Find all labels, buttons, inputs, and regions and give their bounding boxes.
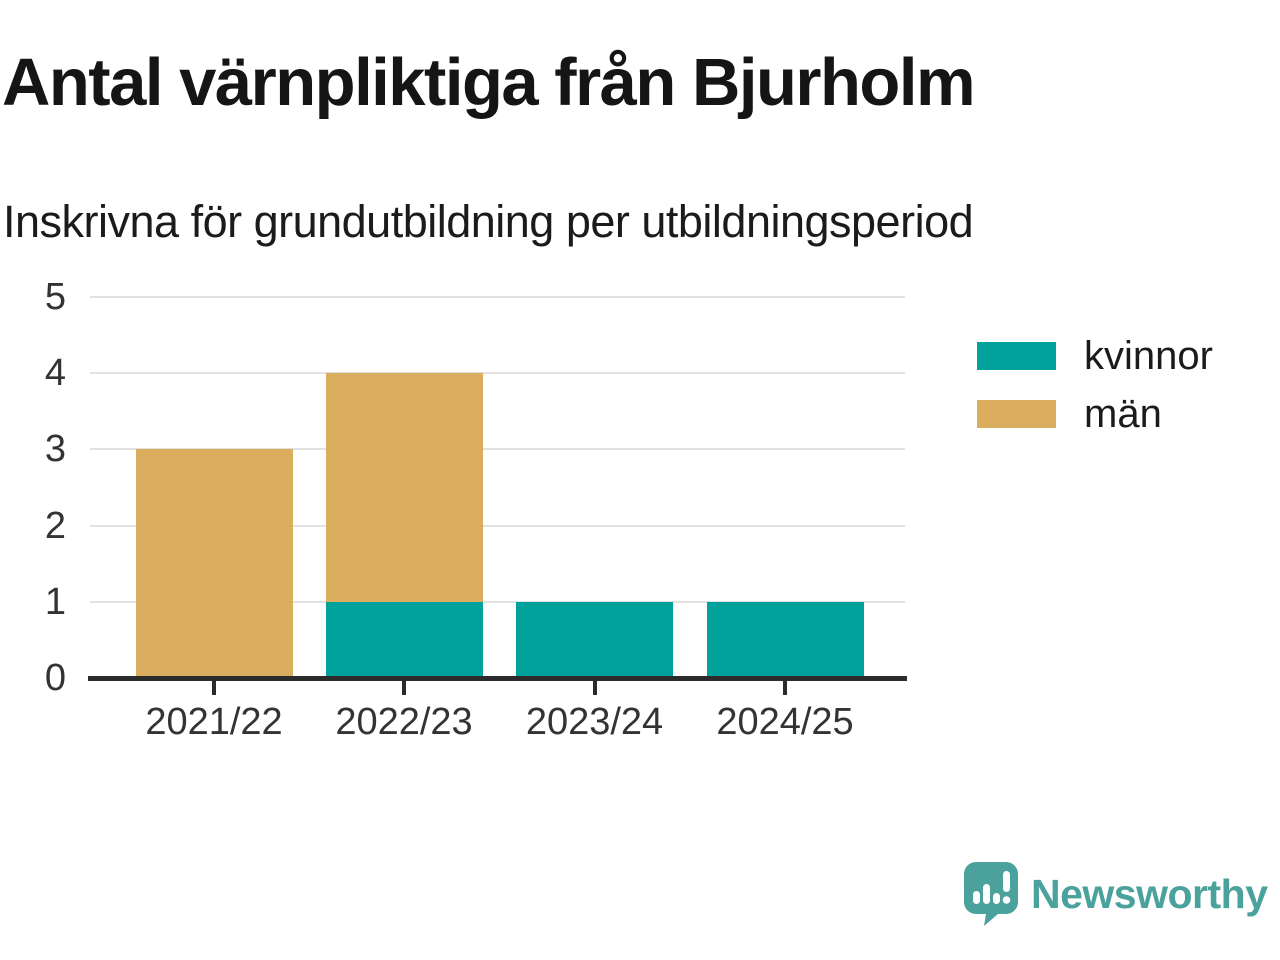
chart-subtitle: Inskrivna för grundutbildning per utbild… — [3, 196, 974, 247]
x-axis-tick-label: 2021/22 — [145, 701, 283, 743]
legend-item-kvinnor: kvinnor — [977, 334, 1213, 378]
x-axis-tick-label: 2023/24 — [525, 701, 664, 743]
legend-swatch-kvinnor — [977, 342, 1056, 370]
gridline — [90, 372, 905, 375]
x-axis-tick-label: 2022/23 — [335, 701, 473, 743]
gridline — [90, 524, 905, 527]
brand-footer: Newsworthy — [964, 862, 1268, 926]
y-axis-tick-label: 3 — [44, 428, 66, 471]
x-axis-line — [88, 676, 907, 681]
bar-segment-män-2021/22 — [135, 449, 293, 678]
bar-segment-män-2022/23 — [325, 373, 483, 602]
y-axis-tick-label: 2 — [44, 504, 66, 547]
y-axis-tick-label: 0 — [44, 657, 66, 699]
bar-segment-kvinnor-2024/25 — [706, 601, 864, 678]
x-axis-tick-label: 2024/25 — [716, 701, 854, 743]
gridline — [90, 296, 905, 298]
legend-label: män — [1084, 392, 1162, 436]
legend-swatch-män — [977, 400, 1056, 428]
bar-segment-kvinnor-2023/24 — [516, 601, 673, 678]
y-axis-tick-label: 1 — [44, 580, 66, 623]
newsworthy-logo-icon — [964, 862, 1018, 926]
newsworthy-logo-text: Newsworthy — [1031, 870, 1268, 917]
x-axis-tick — [212, 681, 216, 695]
y-axis-tick-label: 4 — [44, 352, 66, 395]
x-axis-tick — [783, 681, 787, 695]
bar-segment-kvinnor-2022/23 — [325, 601, 483, 678]
gridline — [90, 448, 905, 451]
gridline — [90, 600, 905, 603]
legend: kvinnor män — [977, 334, 1213, 436]
y-axis-tick-label: 5 — [44, 276, 66, 318]
legend-item-män: män — [977, 392, 1213, 436]
x-axis-tick — [402, 681, 406, 695]
chart-title: Antal värnpliktiga från Bjurholm — [2, 45, 976, 120]
x-axis-tick — [592, 681, 597, 695]
legend-label: kvinnor — [1084, 334, 1213, 378]
